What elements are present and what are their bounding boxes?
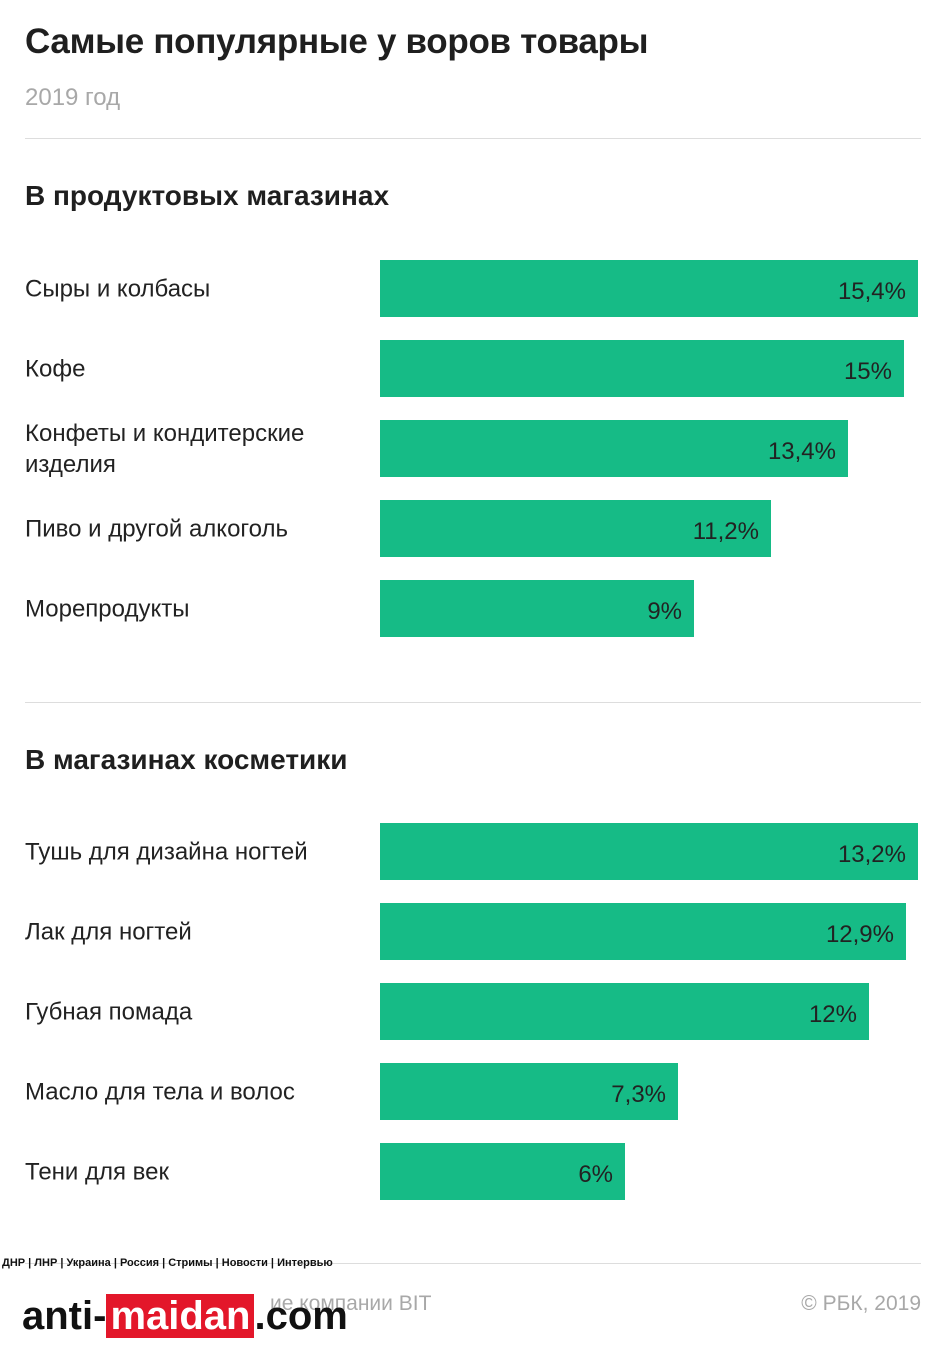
chart-subtitle: 2019 год bbox=[25, 84, 121, 111]
watermark-logo: anti-maidan .com bbox=[22, 1286, 348, 1346]
footer-copyright: © РБК, 2019 bbox=[801, 1292, 921, 1315]
category-label: Конфеты и кондитерские изделия bbox=[25, 419, 305, 478]
bar bbox=[380, 500, 771, 557]
category-label: Пиво и другой алкоголь bbox=[25, 515, 288, 542]
bar-value-label: 12,9% bbox=[825, 920, 894, 948]
bar-value-label: 15% bbox=[843, 357, 892, 385]
bar-value-label: 7,3% bbox=[611, 1080, 666, 1108]
watermark-logo-part3: .com bbox=[254, 1294, 348, 1338]
section-heading-cosmetics: В магазинах косметики bbox=[25, 744, 348, 775]
watermark-logo-part2: maidan bbox=[106, 1294, 255, 1338]
watermark-nav: ДНР | ЛНР | Украина | Россия | Стримы | … bbox=[2, 1257, 333, 1269]
category-label: Губная помада bbox=[25, 998, 193, 1025]
bar-value-label: 12% bbox=[808, 1000, 857, 1028]
bar-value-label: 13,4% bbox=[767, 437, 836, 465]
section-heading-grocery: В продуктовых магазинах bbox=[25, 180, 390, 211]
watermark-logo-part1: anti- bbox=[22, 1294, 107, 1338]
bar-value-label: 11,2% bbox=[692, 517, 759, 545]
bar bbox=[380, 903, 906, 960]
divider-bottom bbox=[25, 1263, 921, 1264]
category-label: Тушь для дизайна ногтей bbox=[25, 838, 308, 865]
category-label: Кофе bbox=[25, 355, 86, 382]
chart-title: Самые популярные у воров товары bbox=[25, 22, 649, 61]
category-label: Масло для тела и волос bbox=[25, 1078, 295, 1105]
bar bbox=[380, 1143, 625, 1200]
footer-source: ие компании BIT bbox=[270, 1292, 432, 1315]
bar bbox=[380, 260, 918, 317]
bar-value-label: 15,4% bbox=[837, 277, 906, 305]
bar-value-label: 6% bbox=[578, 1160, 613, 1188]
category-label: Лак для ногтей bbox=[25, 918, 192, 945]
category-label: Сыры и колбасы bbox=[25, 275, 211, 302]
divider-middle bbox=[25, 702, 921, 703]
bar bbox=[380, 823, 918, 880]
category-label: Тени для век bbox=[25, 1158, 169, 1185]
bar bbox=[380, 580, 694, 637]
bar bbox=[380, 420, 848, 477]
bar bbox=[380, 1063, 678, 1120]
bar bbox=[380, 983, 869, 1040]
bar bbox=[380, 340, 904, 397]
category-label: Морепродукты bbox=[25, 595, 190, 622]
bar-value-label: 13,2% bbox=[837, 840, 906, 868]
bar-value-label: 9% bbox=[647, 597, 682, 625]
divider-top bbox=[25, 138, 921, 139]
